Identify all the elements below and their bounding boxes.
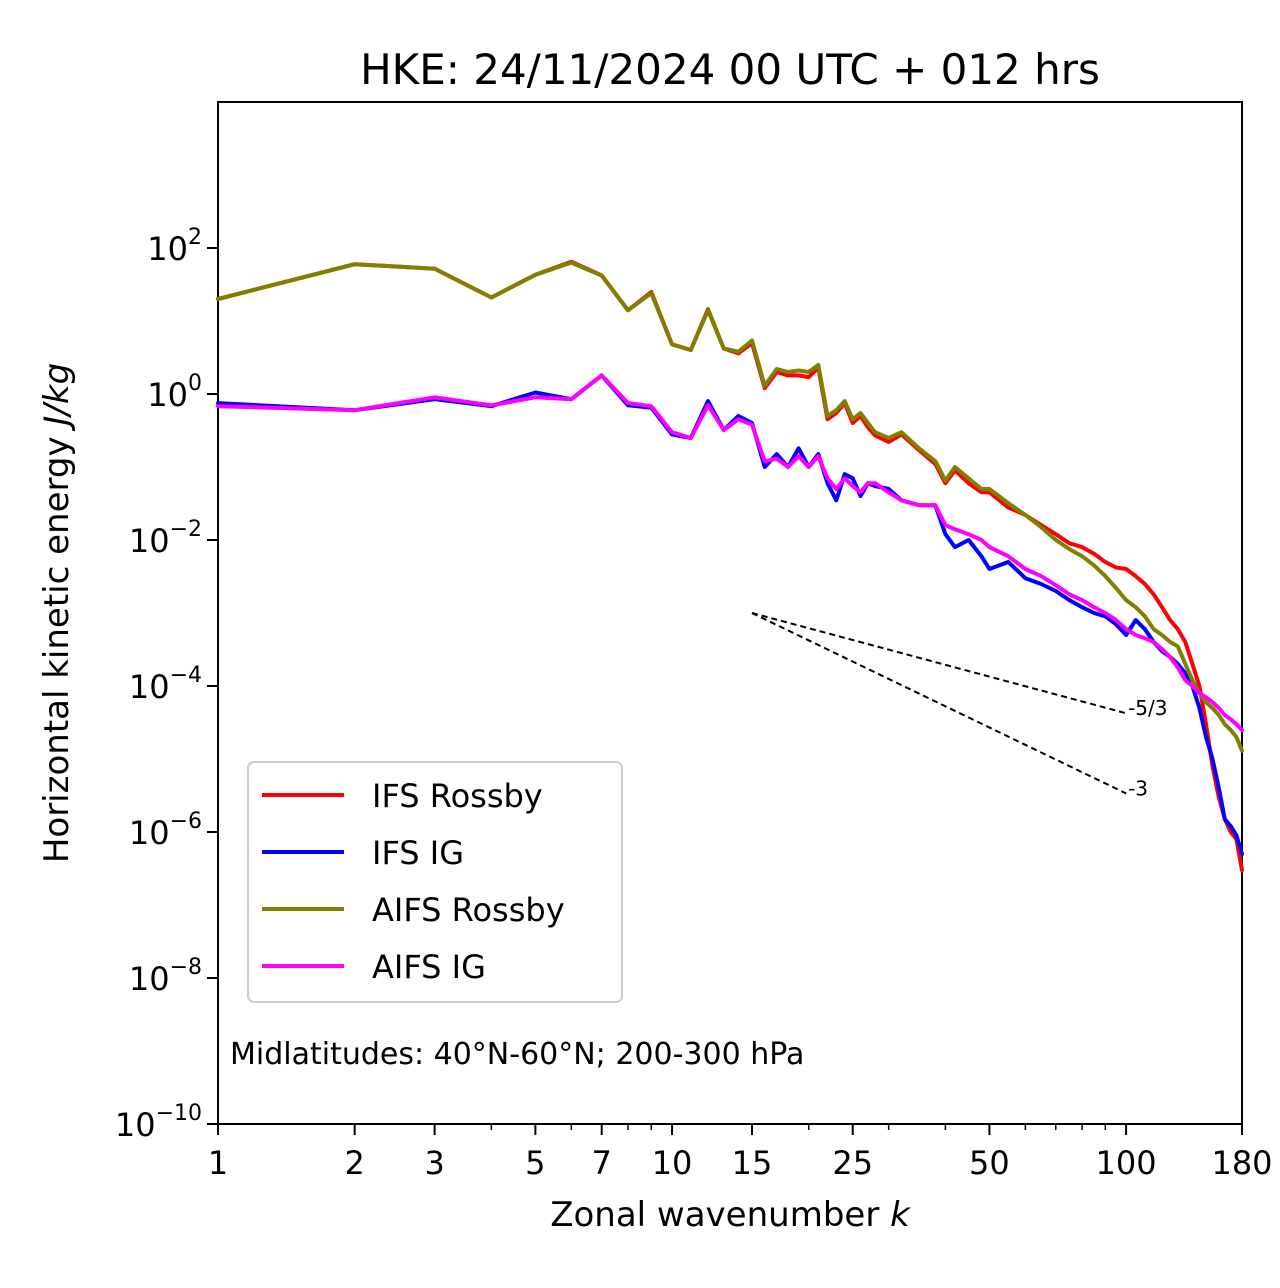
- x-tick-label: 3: [424, 1144, 444, 1182]
- legend-label: AIFS Rossby: [372, 891, 565, 929]
- legend: IFS Rossby IFS IG AIFS Rossby AIFS IG: [247, 761, 623, 1003]
- y-tick-label: 100: [147, 371, 202, 414]
- x-axis-ticks: 1 2 3 5 7 10 15 25 50 100 180: [208, 1124, 1273, 1182]
- chart-title: HKE: 24/11/2024 00 UTC + 012 hrs: [360, 45, 1100, 94]
- y-tick-label: 10−2: [129, 517, 202, 560]
- series-line-aifs-ig: [216, 373, 1244, 732]
- legend-box: [247, 761, 623, 1003]
- x-tick-label: 1: [208, 1144, 228, 1182]
- slope-label-1: -3: [1128, 776, 1148, 800]
- y-tick-label: 10−6: [129, 809, 202, 852]
- legend-label: IFS IG: [372, 834, 464, 872]
- x-tick-label: 15: [732, 1144, 773, 1182]
- y-tick-label: 10−8: [129, 955, 202, 998]
- series-layer: [216, 259, 1244, 873]
- x-tick-label: 10: [652, 1144, 693, 1182]
- y-tick-label: 102: [147, 225, 202, 268]
- x-tick-label: 180: [1211, 1144, 1272, 1182]
- slope-line-1: [751, 612, 1127, 795]
- x-tick-label: 50: [969, 1144, 1010, 1182]
- plot-frame: [217, 101, 1243, 1125]
- x-tick-label: 5: [525, 1144, 545, 1182]
- x-tick-label: 25: [832, 1144, 873, 1182]
- y-axis-label-unit: J/kg: [37, 363, 77, 432]
- y-tick-label: 10−4: [129, 663, 202, 706]
- slope-label-0: -5/3: [1128, 696, 1167, 720]
- x-axis-label: Zonal wavenumber k: [550, 1195, 911, 1235]
- x-tick-label: 7: [592, 1144, 612, 1182]
- x-axis-label-text: Zonal wavenumber: [550, 1195, 890, 1235]
- legend-label: AIFS IG: [372, 948, 486, 986]
- legend-label: IFS Rossby: [372, 777, 543, 815]
- y-tick-label: 10−10: [115, 1101, 202, 1144]
- region-annotation: Midlatitudes: 40°N-60°N; 200-300 hPa: [230, 1037, 804, 1072]
- y-axis-label-text: Horizontal kinetic energy: [37, 426, 77, 864]
- series-line-aifs-rossby: [216, 260, 1244, 753]
- reference-slopes: -5/3 -3: [751, 612, 1168, 800]
- y-axis-ticks: 10−10 10−8 10−6 10−4 10−2 100 102: [115, 225, 218, 1144]
- slope-line-0: [751, 612, 1127, 715]
- x-tick-label: 100: [1096, 1144, 1157, 1182]
- x-tick-label: 2: [345, 1144, 365, 1182]
- x-axis-label-symbol: k: [890, 1195, 911, 1235]
- y-axis-label: Horizontal kinetic energy J/kg: [37, 363, 77, 863]
- legend-entries: IFS Rossby IFS IG AIFS Rossby AIFS IG: [262, 777, 565, 986]
